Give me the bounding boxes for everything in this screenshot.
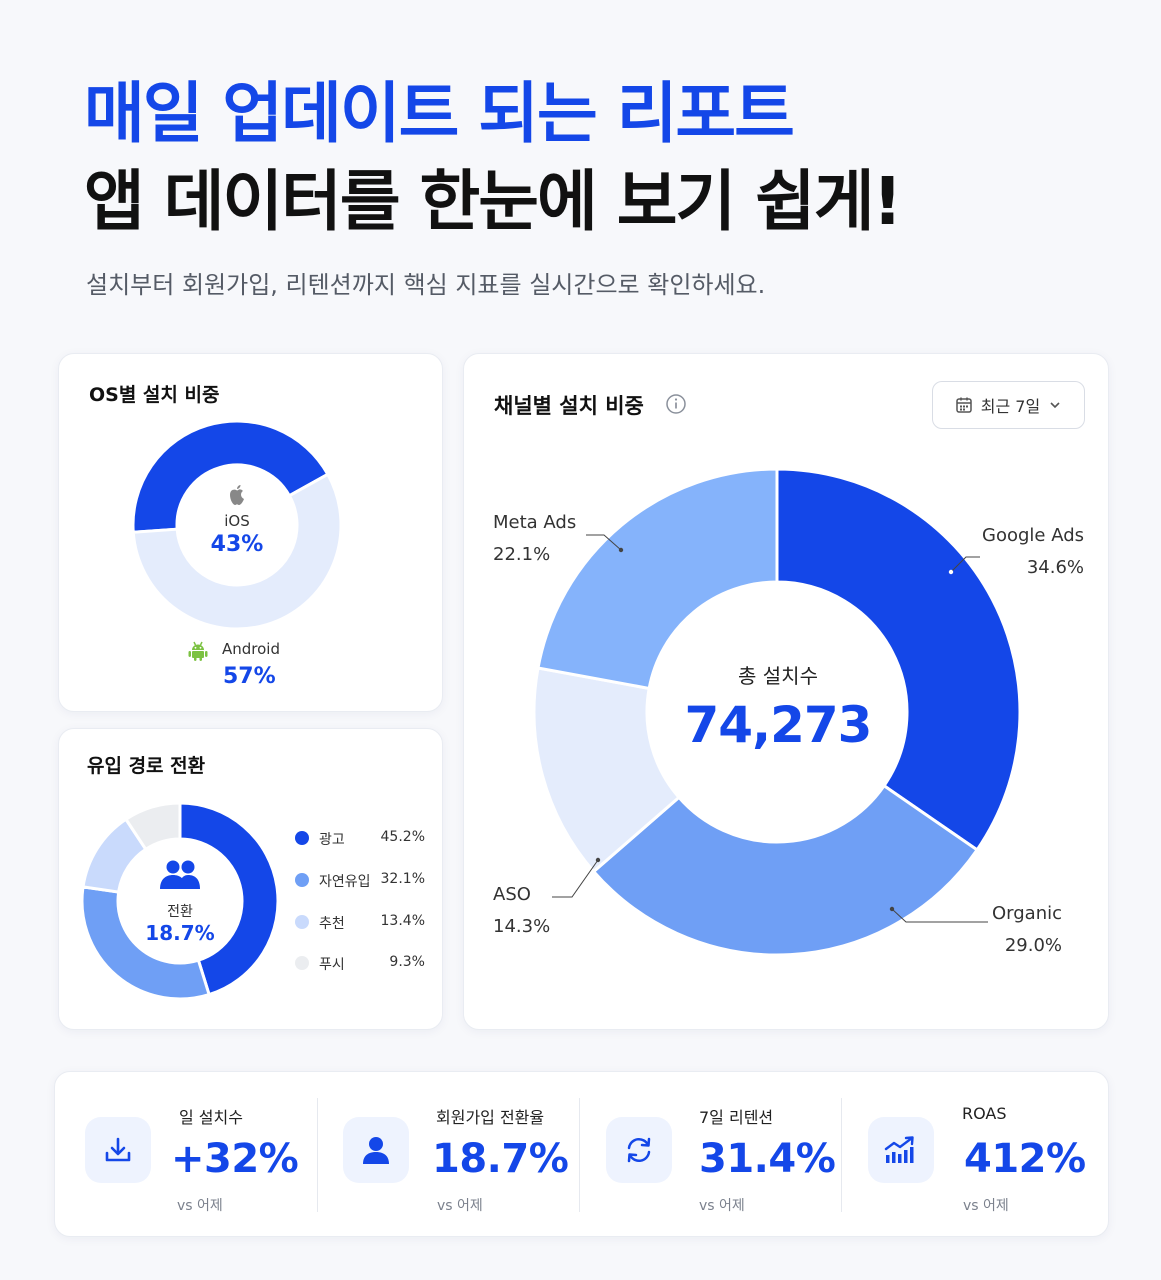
legend-item: 추천 13.4% [295, 912, 435, 932]
kpi-value: 31.4% [699, 1136, 836, 1182]
kpi-sub: vs 어제 [963, 1198, 1009, 1214]
kpi-divider [841, 1098, 842, 1212]
ios-value: 43% [210, 532, 264, 557]
channel-center-value: 74,273 [684, 696, 873, 754]
kpi-sub: vs 어제 [437, 1198, 483, 1214]
slice-push [123, 801, 182, 852]
legend-item: 광고 45.2% [295, 828, 435, 848]
inflow-conversion-card: 유입 경로 전환 전환 18.7% 광고 45.2% 자연유입 32.1% 추천 13.4… [58, 728, 443, 1030]
conversion-card-title: 유입 경로 전환 [87, 755, 206, 777]
users-icon [160, 860, 200, 889]
channel-install-share-card: 채널별 설치 비중 최근 7일 총 설치수 74,273 Google Ads … [463, 353, 1109, 1030]
kpi-summary-card: 일 설치수 +32% vs 어제 회원가입 전환율 18.7% vs 어제 7일… [54, 1071, 1109, 1237]
refresh-icon [606, 1117, 672, 1183]
ios-label: iOS [224, 512, 250, 530]
conversion-center-value: 18.7% [145, 921, 215, 945]
os-install-share-card: OS별 설치 비중 iOS 43% Android 57% [58, 353, 443, 712]
conversion-donut-chart [80, 801, 280, 1001]
user-icon [343, 1117, 409, 1183]
growth-chart-icon [868, 1117, 934, 1183]
os-donut-chart [131, 419, 343, 631]
leader-aso [552, 859, 599, 898]
legend-value: 45.2% [380, 829, 425, 845]
channel-card-title: 채널별 설치 비중 [494, 394, 644, 418]
kpi-roas: ROAS 412% vs 어제 [841, 1072, 1109, 1238]
headline-line-2: 앱 데이터를 한눈에 보기 쉽게! [84, 163, 903, 240]
legend-label: 자연유입 [319, 874, 371, 890]
slice-meta-ads [536, 467, 779, 691]
label-aso-value: 14.3% [493, 916, 551, 937]
conversion-center-label: 전환 [167, 904, 193, 920]
calendar-icon [956, 397, 972, 413]
android-label: Android [222, 640, 280, 658]
legend-value: 32.1% [380, 871, 425, 887]
kpi-divider [317, 1098, 318, 1212]
leader-meta-ads-dot [618, 547, 624, 553]
kpi-sub: vs 어제 [177, 1198, 223, 1214]
channel-center-label: 총 설치수 [738, 664, 818, 688]
kpi-label: 7일 리텐션 [699, 1108, 774, 1127]
date-range-label: 최근 7일 [980, 397, 1041, 416]
headline: 매일 업데이트 되는 리포트 앱 데이터를 한눈에 보기 쉽게! [84, 70, 903, 246]
legend-item: 자연유입 32.1% [295, 870, 435, 890]
leader-google-ads [950, 556, 980, 573]
slice-ad [178, 801, 280, 997]
legend-swatch [295, 873, 309, 887]
legend-swatch [295, 915, 309, 929]
label-organic-value: 29.0% [1004, 935, 1062, 956]
legend-swatch [295, 956, 309, 970]
leader-aso-dot [595, 857, 601, 863]
headline-line-1: 매일 업데이트 되는 리포트 [84, 75, 795, 152]
kpi-divider [579, 1098, 580, 1212]
kpi-label: 일 설치수 [179, 1108, 243, 1127]
leader-organic [891, 908, 988, 923]
label-google-ads-name: Google Ads [982, 525, 1084, 546]
apple-icon [230, 485, 244, 505]
slice-android [131, 472, 343, 631]
label-aso-name: ASO [493, 884, 531, 905]
kpi-value: 412% [964, 1136, 1086, 1182]
legend-label: 추천 [319, 916, 345, 932]
leader-google-ads-dot [948, 569, 954, 575]
download-icon [85, 1117, 151, 1183]
kpi-label: ROAS [962, 1104, 1007, 1123]
label-meta-ads-name: Meta Ads [493, 512, 577, 533]
kpi-value: 18.7% [432, 1136, 569, 1182]
os-card-title: OS별 설치 비중 [89, 384, 220, 406]
android-value: 57% [223, 664, 276, 689]
label-google-ads-value: 34.6% [1026, 557, 1084, 578]
legend-swatch [295, 831, 309, 845]
leader-organic-dot [889, 906, 895, 912]
headline-subtitle: 설치부터 회원가입, 리텐션까지 핵심 지표를 실시간으로 확인하세요. [86, 271, 766, 299]
kpi-7day-retention: 7일 리텐션 31.4% vs 어제 [579, 1072, 842, 1238]
date-range-dropdown[interactable]: 최근 7일 [932, 381, 1085, 429]
legend-value: 13.4% [380, 913, 425, 929]
label-organic-name: Organic [991, 903, 1062, 924]
kpi-label: 회원가입 전환율 [436, 1108, 545, 1127]
leader-meta-ads [586, 534, 622, 551]
kpi-value: +32% [171, 1136, 299, 1182]
slice-organic [591, 783, 980, 957]
legend-label: 푸시 [319, 957, 345, 973]
slice-ios [131, 419, 330, 534]
info-icon[interactable] [665, 393, 687, 415]
channel-donut-chart [532, 467, 1022, 957]
legend-value: 9.3% [389, 954, 425, 970]
kpi-daily-installs: 일 설치수 +32% vs 어제 [55, 1072, 318, 1238]
legend-label: 광고 [319, 832, 345, 848]
kpi-signup-conversion: 회원가입 전환율 18.7% vs 어제 [317, 1072, 580, 1238]
android-icon [188, 641, 208, 661]
chevron-down-icon [1050, 402, 1060, 409]
kpi-sub: vs 어제 [699, 1198, 745, 1214]
legend-item: 푸시 9.3% [295, 953, 435, 973]
label-meta-ads-value: 22.1% [493, 544, 551, 565]
